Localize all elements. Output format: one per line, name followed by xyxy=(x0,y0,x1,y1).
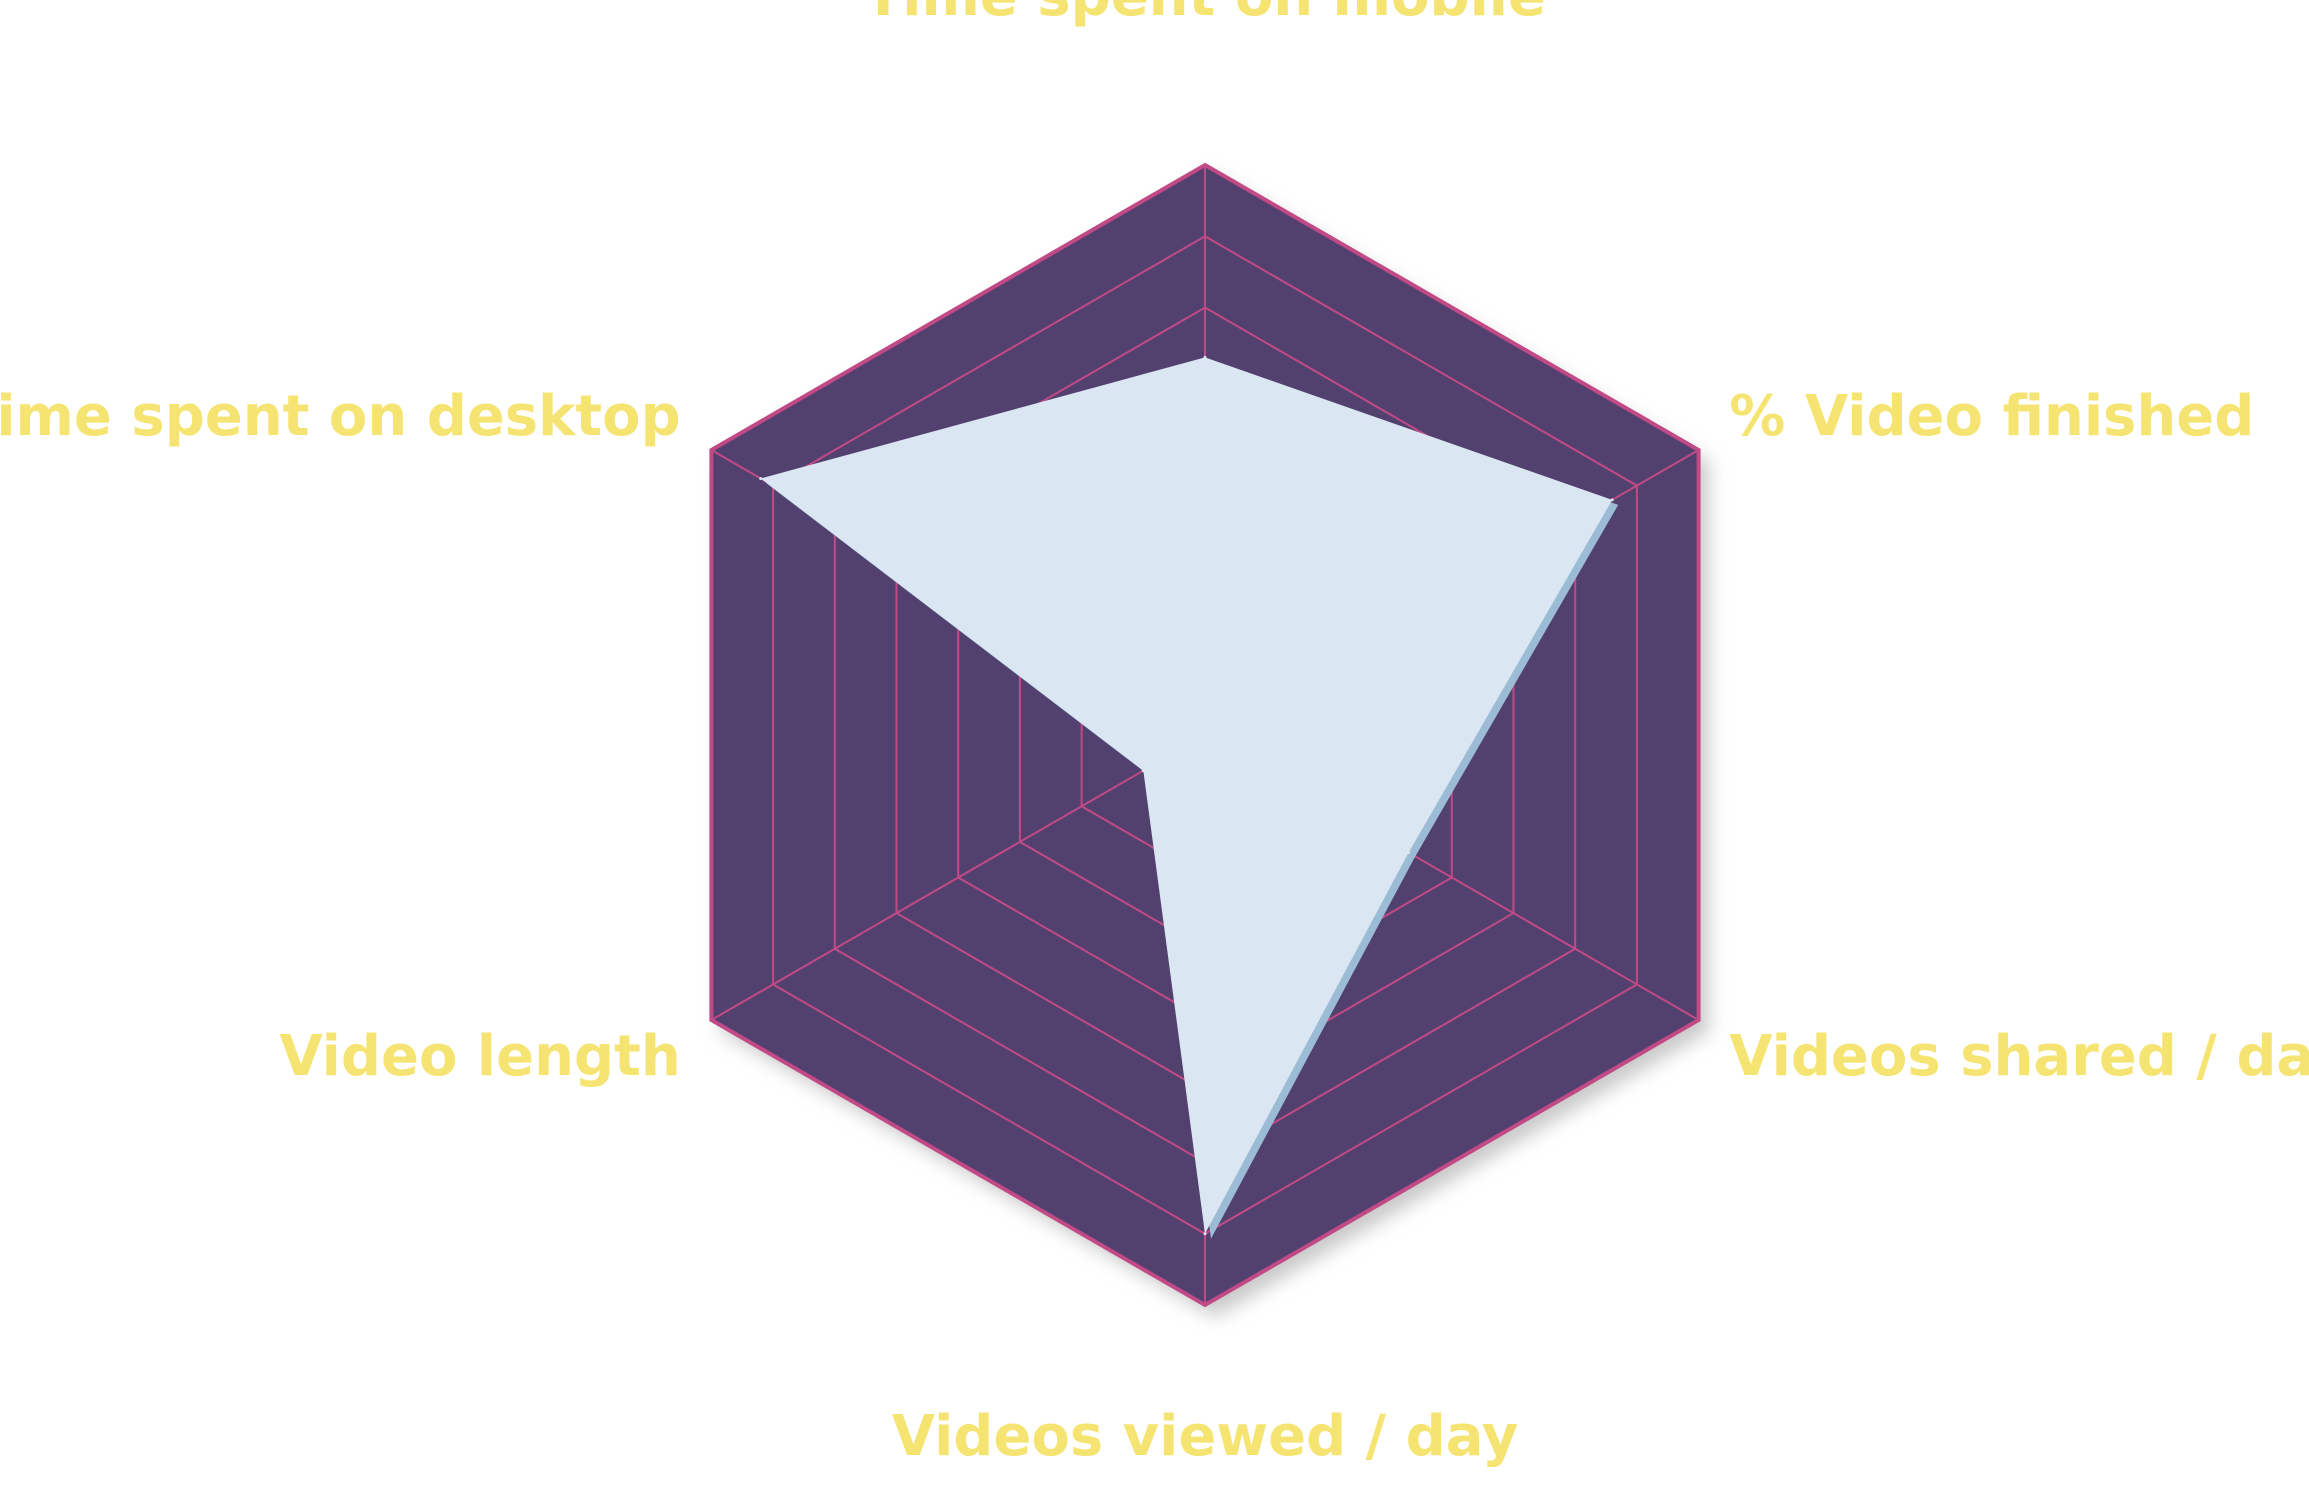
data-point-5 xyxy=(759,477,763,480)
axis-label-1: % Video finished xyxy=(1729,384,2254,449)
series-area xyxy=(760,357,1613,1234)
data-series xyxy=(759,355,1619,1239)
data-point-3 xyxy=(1203,1232,1207,1236)
data-point-1 xyxy=(1610,498,1614,502)
data-point-4 xyxy=(1141,769,1145,773)
data-point-0 xyxy=(1203,355,1207,359)
data-point-2 xyxy=(1407,851,1411,855)
axis-label-0: Time spent on mobile xyxy=(864,0,1546,29)
axis-label-4: Video length xyxy=(279,1024,680,1089)
grid-spoke-4 xyxy=(710,734,1206,1021)
axis-label-3: Videos viewed / day xyxy=(892,1404,1519,1469)
axis-label-2: Videos shared / day xyxy=(1729,1024,2309,1089)
axis-label-5: Time spent on desktop xyxy=(0,384,681,449)
